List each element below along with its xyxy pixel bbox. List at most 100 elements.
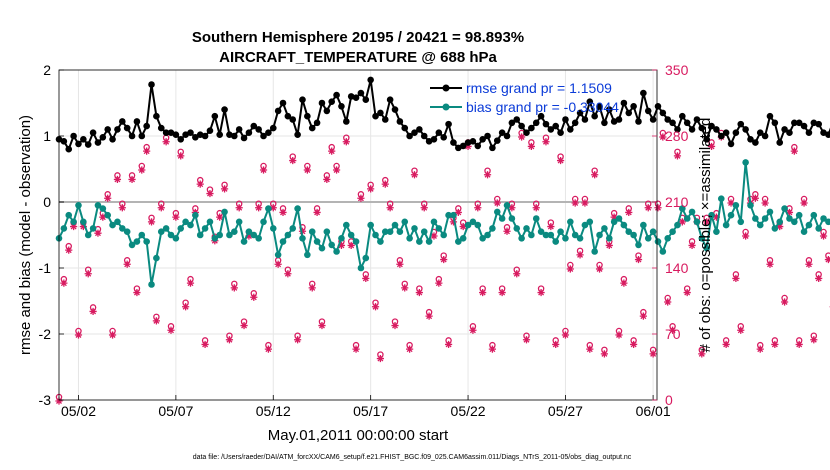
obs-assimilated-point: [70, 222, 78, 231]
bias-point: [367, 221, 374, 229]
bias-point: [211, 235, 219, 242]
bias-point: [567, 218, 574, 226]
rmse-point: [289, 116, 297, 123]
rmse-point: [674, 126, 681, 133]
rmse-point: [722, 129, 730, 136]
rmse-point: [825, 131, 830, 138]
rmse-point: [791, 119, 798, 127]
bias-point: [722, 221, 730, 229]
rmse-point: [567, 126, 574, 133]
bias-point: [84, 231, 92, 239]
rmse-point: [450, 139, 457, 146]
legend: rmse grand pr = 1.1509 bias grand pr = -…: [430, 80, 619, 115]
bias-point: [635, 241, 642, 249]
bias-point: [683, 215, 691, 222]
rmse-point: [654, 103, 662, 110]
bias-point: [231, 228, 238, 235]
obs-assimilated-point: [60, 279, 68, 287]
rmse-point: [815, 120, 822, 128]
obs-assimilated-point: [518, 133, 526, 141]
rmse-point: [274, 107, 282, 115]
rmse-point: [313, 119, 321, 127]
bias-point: [269, 225, 277, 232]
obs-assimilated-point: [712, 213, 721, 221]
obs-assimilated-point: [118, 204, 126, 212]
obs-assimilated-point: [566, 265, 574, 273]
obs-assimilated-point: [805, 260, 813, 268]
rmse-point: [756, 129, 764, 136]
obs-assimilated-point: [771, 340, 779, 349]
obs-assimilated-point: [186, 279, 195, 287]
legend-rmse-marker: [442, 84, 450, 92]
rmse-point: [153, 112, 160, 120]
obs-assimilated-point: [654, 204, 662, 212]
rmse-point: [552, 122, 560, 130]
bias-point: [362, 254, 370, 262]
bias-point: [649, 228, 657, 235]
rmse-point: [703, 136, 710, 143]
rmse-point: [80, 136, 87, 143]
x-tick-label: 05/27: [548, 403, 583, 419]
bias-point: [630, 231, 637, 239]
obs-assimilated-point: [815, 274, 823, 283]
bias-point: [493, 208, 501, 216]
obs-assimilated-point: [766, 260, 774, 268]
obs-assimilated-point: [444, 340, 453, 349]
bias-point: [187, 221, 194, 229]
obs-assimilated-point: [742, 232, 750, 240]
rmse-point: [377, 109, 384, 117]
obs-assimilated-point: [220, 185, 229, 193]
bias-point: [815, 225, 822, 232]
bias-point: [605, 235, 613, 242]
bias-point: [109, 221, 116, 229]
obs-assimilated-point: [152, 317, 160, 325]
rmse-point: [503, 132, 511, 140]
rmse-point: [114, 126, 121, 133]
obs-assimilated-point: [308, 284, 316, 292]
rmse-point: [352, 94, 360, 102]
bias-point: [503, 202, 511, 209]
obs-assimilated-point: [230, 284, 238, 292]
obs-assimilated-point: [182, 303, 190, 311]
bias-point: [620, 221, 628, 229]
obs-assimilated-point: [703, 218, 711, 226]
obs-assimilated-point: [776, 222, 784, 231]
obs-assimilated-point: [449, 218, 458, 226]
rmse-point: [708, 122, 715, 130]
bias-point: [294, 205, 301, 212]
bias-point: [114, 218, 121, 226]
rmse-point: [440, 134, 448, 141]
rmse-point: [766, 112, 774, 120]
bias-point: [128, 241, 136, 249]
rmse-point: [416, 126, 423, 133]
rmse-point: [683, 119, 691, 127]
obs-assimilated-point: [289, 156, 297, 165]
rmse-point: [89, 129, 97, 136]
obs-assimilated-point: [527, 142, 535, 151]
rmse-point: [99, 134, 107, 141]
obs-assimilated-point: [157, 204, 165, 212]
bias-point: [435, 225, 443, 232]
rmse-point: [640, 89, 647, 97]
obs-assimilated-point: [401, 284, 409, 292]
rmse-point: [479, 136, 486, 143]
bias-point: [508, 215, 516, 222]
bias-point: [742, 159, 749, 166]
obs-assimilated-point: [323, 175, 331, 184]
obs-assimilated-point: [605, 241, 613, 250]
bias-point: [235, 218, 243, 226]
rmse-point: [367, 76, 374, 84]
rmse-point: [357, 89, 365, 97]
rmse-point: [571, 119, 579, 127]
rmse-point: [157, 124, 165, 132]
rmse-point: [679, 112, 686, 120]
legend-bias-marker: [442, 103, 450, 111]
bias-point: [459, 235, 467, 242]
obs-assimilated-point: [279, 208, 287, 217]
obs-assimilated-point: [357, 194, 365, 202]
bias-point: [318, 244, 326, 252]
rmse-point: [430, 136, 438, 143]
bias-point: [708, 211, 715, 219]
bias-point: [60, 225, 68, 232]
bias-point: [206, 218, 214, 226]
